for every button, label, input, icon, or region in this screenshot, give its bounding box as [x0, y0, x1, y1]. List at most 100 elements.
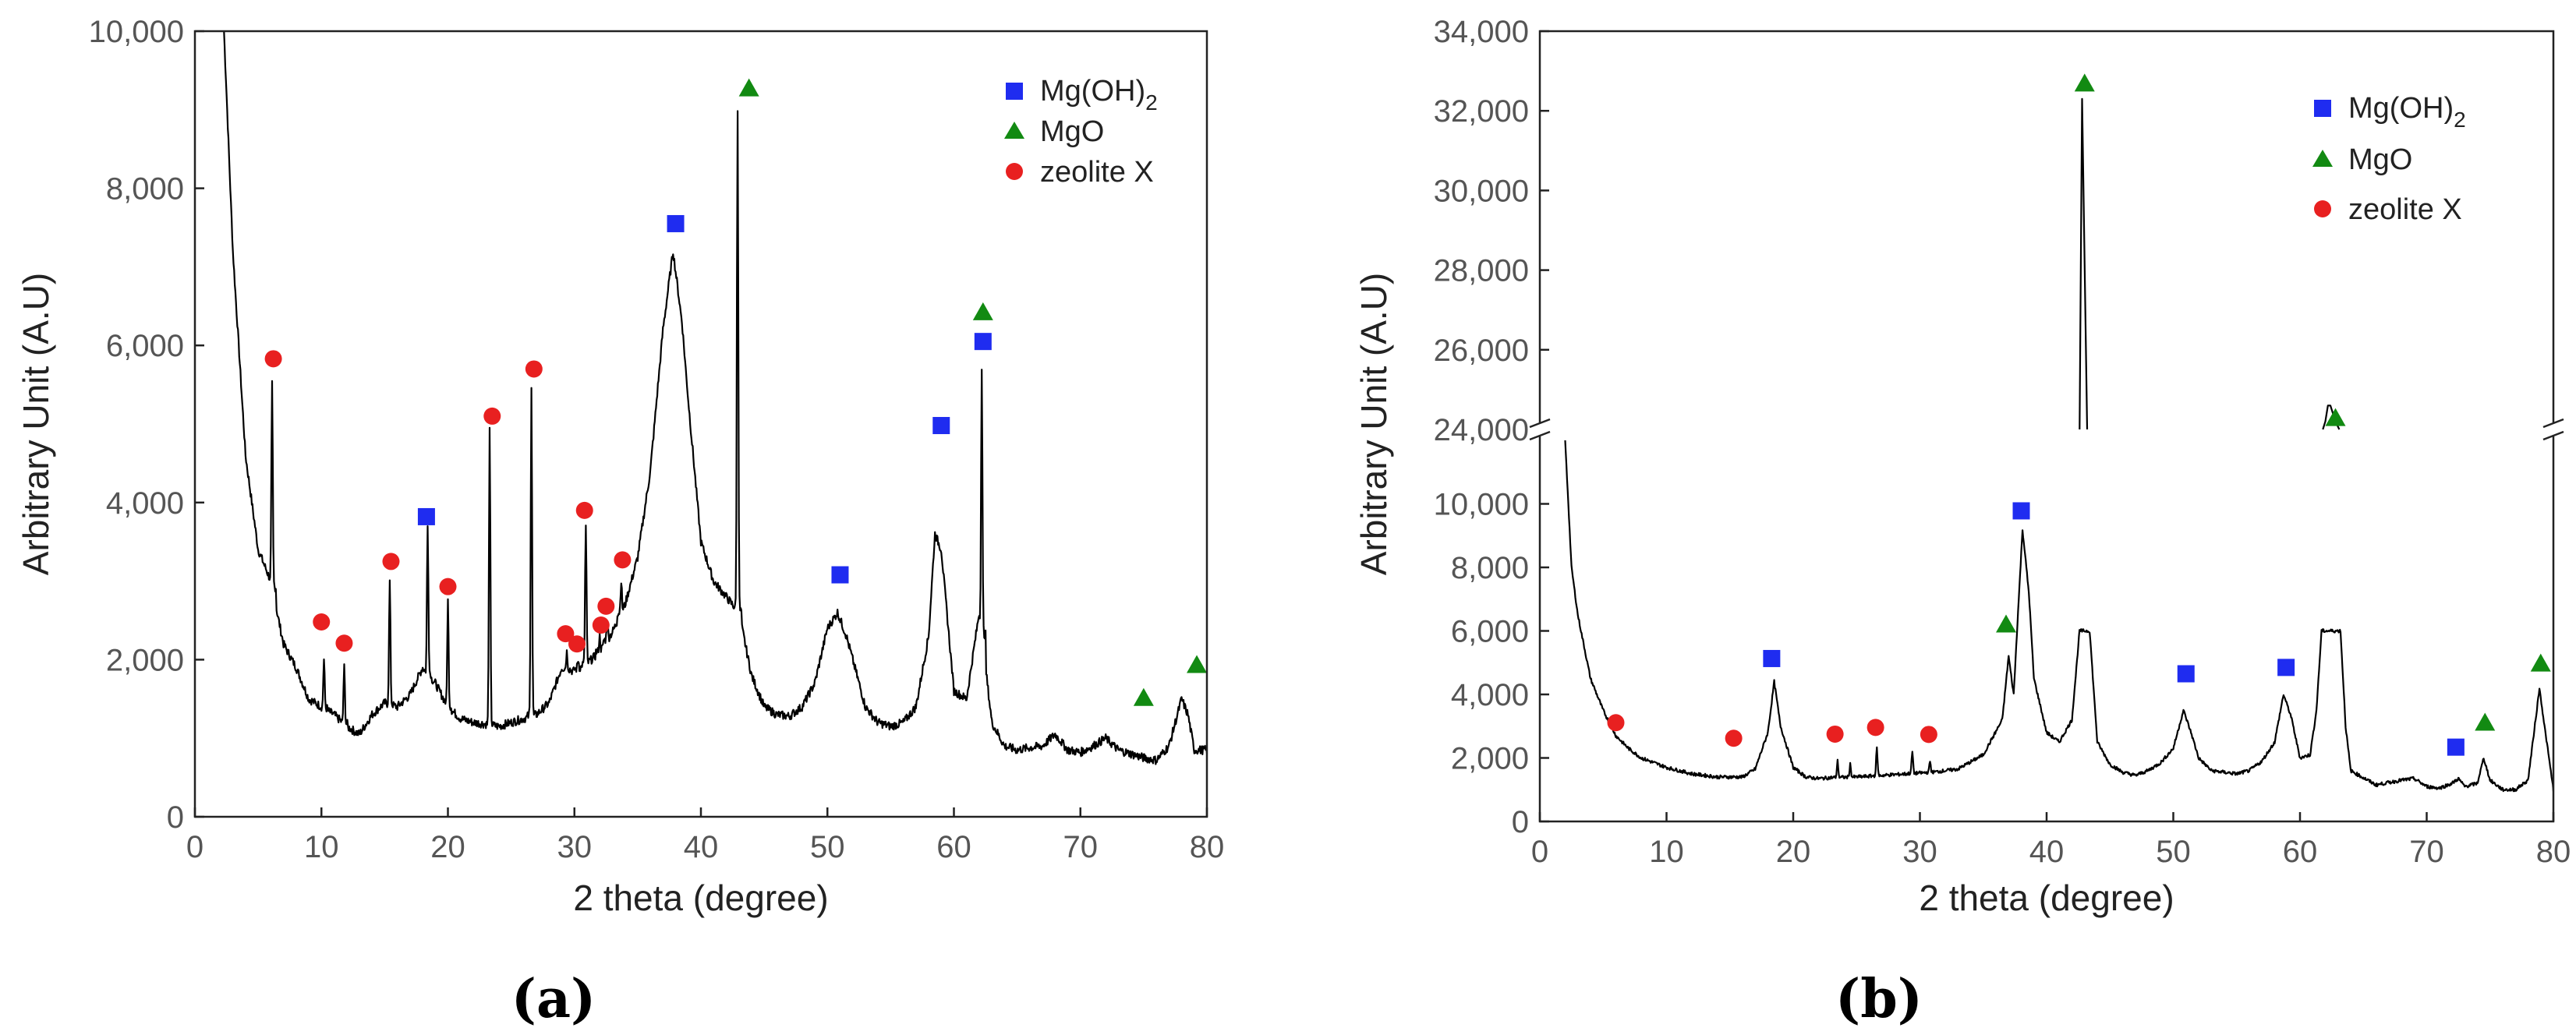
panel-a-zeolite-marker	[313, 613, 331, 631]
legend-a-mgo-swatch	[1004, 122, 1024, 139]
panel-a-zeolite-marker	[439, 578, 457, 595]
panel-b-mgo-marker	[2530, 653, 2551, 672]
panel-a-xtick-label: 70	[1063, 830, 1099, 864]
panel-b-trace	[1564, 440, 2555, 793]
panel-b-xtick-label: 50	[2156, 835, 2191, 869]
panel-b-xtick-label: 70	[2409, 835, 2444, 869]
panel-b-ytick-label: 34,000	[1434, 15, 1529, 49]
panel-b-xtick-label: 80	[2536, 835, 2571, 869]
panel-b-markers	[1607, 73, 2551, 756]
panel-a-mgoh2-marker	[932, 417, 950, 435]
panel-a-ytick-label: 4,000	[106, 486, 184, 521]
panel-a-xlabel: 2 theta (degree)	[573, 878, 828, 918]
panel-b-legend: Mg(OH)2 MgO zeolite X	[2312, 92, 2466, 226]
panel-a-mgo-marker	[972, 302, 993, 320]
panel-a-zeolite-marker	[557, 625, 575, 643]
panel-a-xtick-label: 10	[304, 830, 339, 864]
panel-a-markers	[264, 78, 1208, 706]
axis-break-marks-left	[1529, 418, 1551, 441]
panel-a-ticks: 0 10 20 30 40 50 60 70 80 0 2,000 4,000 6,000 8,000 10…	[89, 15, 1225, 864]
panel-a-mgoh2-marker	[417, 507, 435, 525]
panel-a-ylabel: Arbitrary Unit (A.U)	[16, 273, 56, 575]
panel-a-mgo-marker	[738, 78, 759, 97]
legend-b-zeolite-swatch	[2314, 200, 2331, 217]
panel-b-ticks: 0 10 20 30 40 50 60 70 80 0 2,000 4,000 6,000 8,000 10…	[1434, 15, 2571, 869]
axis-break-gap-left	[1530, 422, 1550, 436]
panel-b-mgo-marker	[2325, 408, 2346, 426]
panel-a-xtick-label: 30	[557, 830, 593, 864]
panel-a-mgoh2-marker	[831, 566, 849, 584]
panel-b-ytick-label: 8,000	[1451, 551, 1529, 585]
panel-a-mgo-marker	[1133, 687, 1154, 706]
panel-b-xtick-label: 60	[2283, 835, 2318, 869]
panel-b-ytick-label: 10,000	[1434, 488, 1529, 522]
panel-a-xtick-label: 60	[936, 830, 971, 864]
panel-b-xtick-label: 30	[1902, 835, 1937, 869]
panel-a-zeolite-marker	[525, 360, 543, 378]
panel-a-xtick-label: 0	[186, 830, 203, 864]
panel-b-label: (b)	[1835, 968, 1923, 1030]
legend-b-mgoh2-label: Mg(OH)2	[2348, 92, 2466, 132]
panel-b-zeolite-marker	[1920, 726, 1937, 744]
panel-b-ytick-label: 4,000	[1451, 678, 1529, 712]
legend-a-mgo-label: MgO	[1040, 115, 1104, 148]
panel-b-trace-upper	[2079, 97, 2341, 430]
panel-b-ytick-label: 28,000	[1434, 254, 1529, 288]
panel-b-mgo-marker	[1996, 614, 2016, 633]
panel-a-zeolite-marker	[614, 551, 632, 569]
panel-a-frame	[193, 30, 1208, 818]
panel-a-ytick-label: 8,000	[106, 172, 184, 207]
panel-b-mgo-marker	[2475, 712, 2496, 731]
panel-a-zeolite-marker	[335, 634, 353, 652]
panel-a-mgo-marker	[1187, 655, 1208, 673]
legend-a-mgoh2-swatch	[1006, 83, 1023, 100]
legend-b-mgo-swatch	[2312, 150, 2333, 167]
panel-a-zeolite-marker	[568, 635, 586, 653]
panel-a-zeolite-marker	[483, 407, 501, 425]
panel-a-ytick-label: 0	[167, 800, 184, 835]
panel-b-zeolite-marker	[1607, 714, 1625, 732]
panel-b-zeolite-marker	[1725, 729, 1743, 747]
panel-a-legend: Mg(OH)2 MgO zeolite X	[1004, 75, 1158, 189]
panel-a-mgoh2-marker	[667, 214, 685, 232]
axis-break-marks-right	[2542, 418, 2564, 441]
panel-b-ytick-label: 6,000	[1451, 615, 1529, 649]
panel-a-zeolite-marker	[575, 501, 593, 519]
panel-a-xtick-label: 80	[1190, 830, 1225, 864]
panel-a-mgoh2-marker	[974, 333, 992, 351]
panel-a-ytick-label: 10,000	[89, 15, 184, 49]
legend-b-zeolite-label: zeolite X	[2348, 193, 2462, 226]
panel-b-xtick-label: 40	[2029, 835, 2065, 869]
panel-b-zeolite-marker	[1826, 725, 1844, 743]
panel-a-zeolite-marker	[597, 597, 615, 615]
legend-b-mgo-label: MgO	[2348, 143, 2412, 176]
panel-b-xlabel: 2 theta (degree)	[1919, 878, 2174, 918]
panel-a-zeolite-marker	[592, 616, 610, 634]
panel-a-ytick-label: 6,000	[106, 329, 184, 363]
panel-b-ytick-label: 24,000	[1434, 413, 1529, 447]
legend-b-mgoh2-swatch	[2314, 100, 2331, 117]
panel-a-zeolite-marker	[382, 553, 400, 570]
panel-a-label: (a)	[511, 968, 596, 1030]
legend-a-zeolite-label: zeolite X	[1040, 156, 1154, 189]
panel-b-ytick-label: 30,000	[1434, 174, 1529, 208]
panel-b-mgoh2-marker	[2447, 738, 2465, 756]
panel-b-mgoh2-marker	[1763, 649, 1781, 667]
panel-b-mgoh2-marker	[2177, 665, 2195, 683]
panel-b-mgoh2-marker	[2012, 502, 2030, 520]
panel-b-ytick-label: 2,000	[1451, 742, 1529, 776]
axis-break-gap-right	[2543, 422, 2564, 436]
panel-b-ylabel: Arbitrary Unit (A.U)	[1353, 273, 1394, 575]
panel-b-ytick-label: 26,000	[1434, 334, 1529, 368]
panel-b-mgo-marker	[2074, 73, 2095, 92]
panel-b-mgoh2-marker	[2277, 659, 2295, 676]
panel-b-ytick-label: 0	[1512, 805, 1529, 839]
panel-a-zeolite-marker	[264, 350, 282, 368]
panel-a-xtick-label: 40	[684, 830, 719, 864]
panel-b: 0 10 20 30 40 50 60 70 80 0 2,000 4,000 6,000 8,000 10…	[1353, 15, 2571, 1030]
panel-b-ytick-label: 32,000	[1434, 94, 1529, 129]
panel-a-ytick-label: 2,000	[106, 643, 184, 677]
legend-a-mgoh2-label: Mg(OH)2	[1040, 75, 1158, 115]
panel-a-xtick-label: 20	[430, 830, 465, 864]
